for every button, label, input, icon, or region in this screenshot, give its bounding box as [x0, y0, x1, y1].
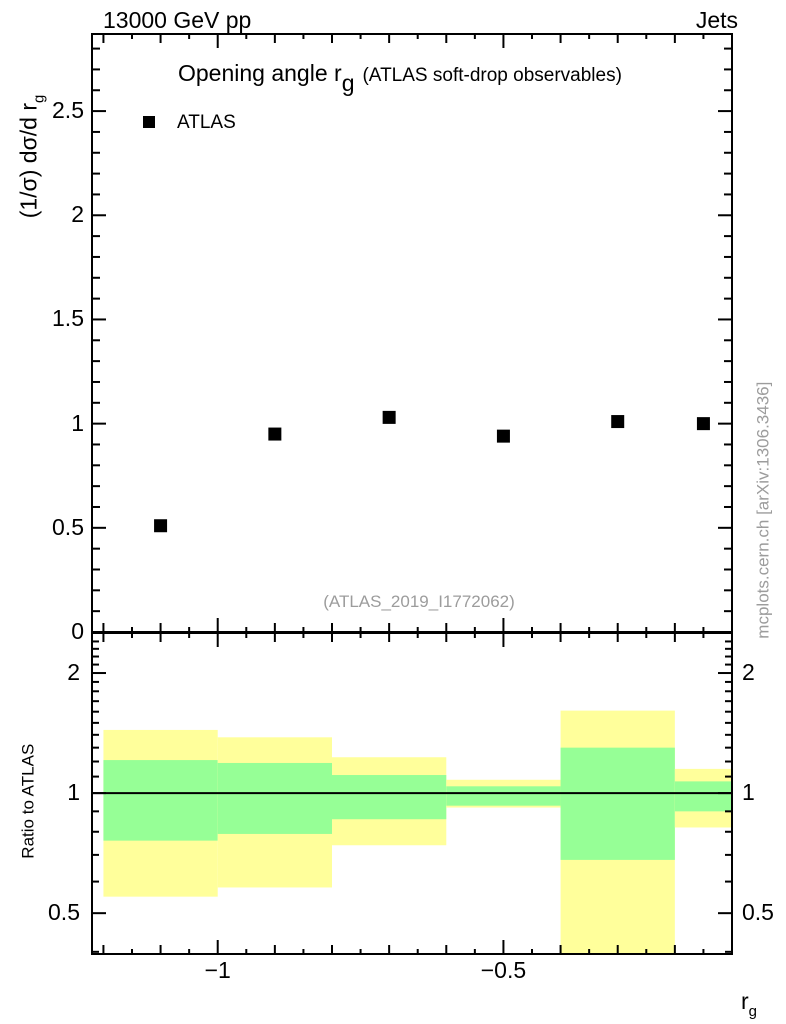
data-point-3: [382, 410, 396, 424]
data-point-6: [696, 417, 710, 431]
mcplots-arxiv-sidenote: mcplots.cern.ch [arXiv:1306.3436]: [753, 381, 773, 639]
y-tick-label: 2.5: [52, 97, 84, 124]
y-tick-label: 1: [71, 409, 84, 436]
plot-title: Opening angle rg (ATLAS soft-drop observa…: [178, 60, 622, 96]
ratio-y-tick-label-left: 2: [67, 659, 80, 686]
analysis-id-watermark: (ATLAS_2019_I1772062): [323, 592, 515, 611]
plot-title-parenthetical: (ATLAS soft-drop observables): [362, 65, 622, 86]
ratio-band-inner-bin6: [674, 781, 732, 812]
y-tick-label: 0.5: [52, 513, 84, 540]
ratio-band-inner-bin5: [560, 747, 675, 860]
x-tick-label: −1: [204, 957, 231, 983]
ratio-y-tick-label-right: 1: [742, 779, 755, 806]
ratio-y-tick-label-left: 1: [67, 779, 80, 806]
ratio-y-tick-label-right: 2: [742, 659, 755, 686]
legend-marker-square-icon: [143, 116, 155, 128]
legend-label-atlas: ATLAS: [177, 112, 236, 133]
x-axis-label-text: r: [741, 988, 749, 1014]
data-point-1: [154, 519, 168, 533]
data-point-4: [496, 429, 510, 443]
y-tick-label: 1.5: [52, 305, 84, 332]
ratio-band-inner-bin3: [332, 775, 447, 820]
header-analysis-group: Jets: [695, 7, 738, 33]
x-axis-label: rg: [741, 988, 757, 1019]
ratio-y-tick-label-left: 0.5: [48, 899, 80, 926]
x-tick-label: −0.5: [480, 957, 527, 983]
ratio-band-inner-bin1: [103, 760, 218, 841]
ratio-y-tick-label-right: 0.5: [742, 899, 774, 926]
data-point-5: [611, 415, 625, 429]
ratio-band-inner-bin4: [446, 786, 561, 806]
y-tick-label: 0: [71, 619, 84, 640]
y-tick-label-clipped: 0: [24, 619, 84, 640]
y-tick-label: 2: [71, 201, 84, 228]
x-axis-label-subscript: g: [748, 1002, 757, 1020]
ratio-panel-frame: [91, 632, 733, 955]
plot-title-subscript: g: [341, 70, 355, 97]
ratio-band-inner-bin2: [217, 762, 332, 834]
plot-title-main: Opening angle r: [178, 60, 342, 86]
data-point-2: [268, 427, 282, 441]
header-beam-energy: 13000 GeV pp: [103, 7, 252, 33]
